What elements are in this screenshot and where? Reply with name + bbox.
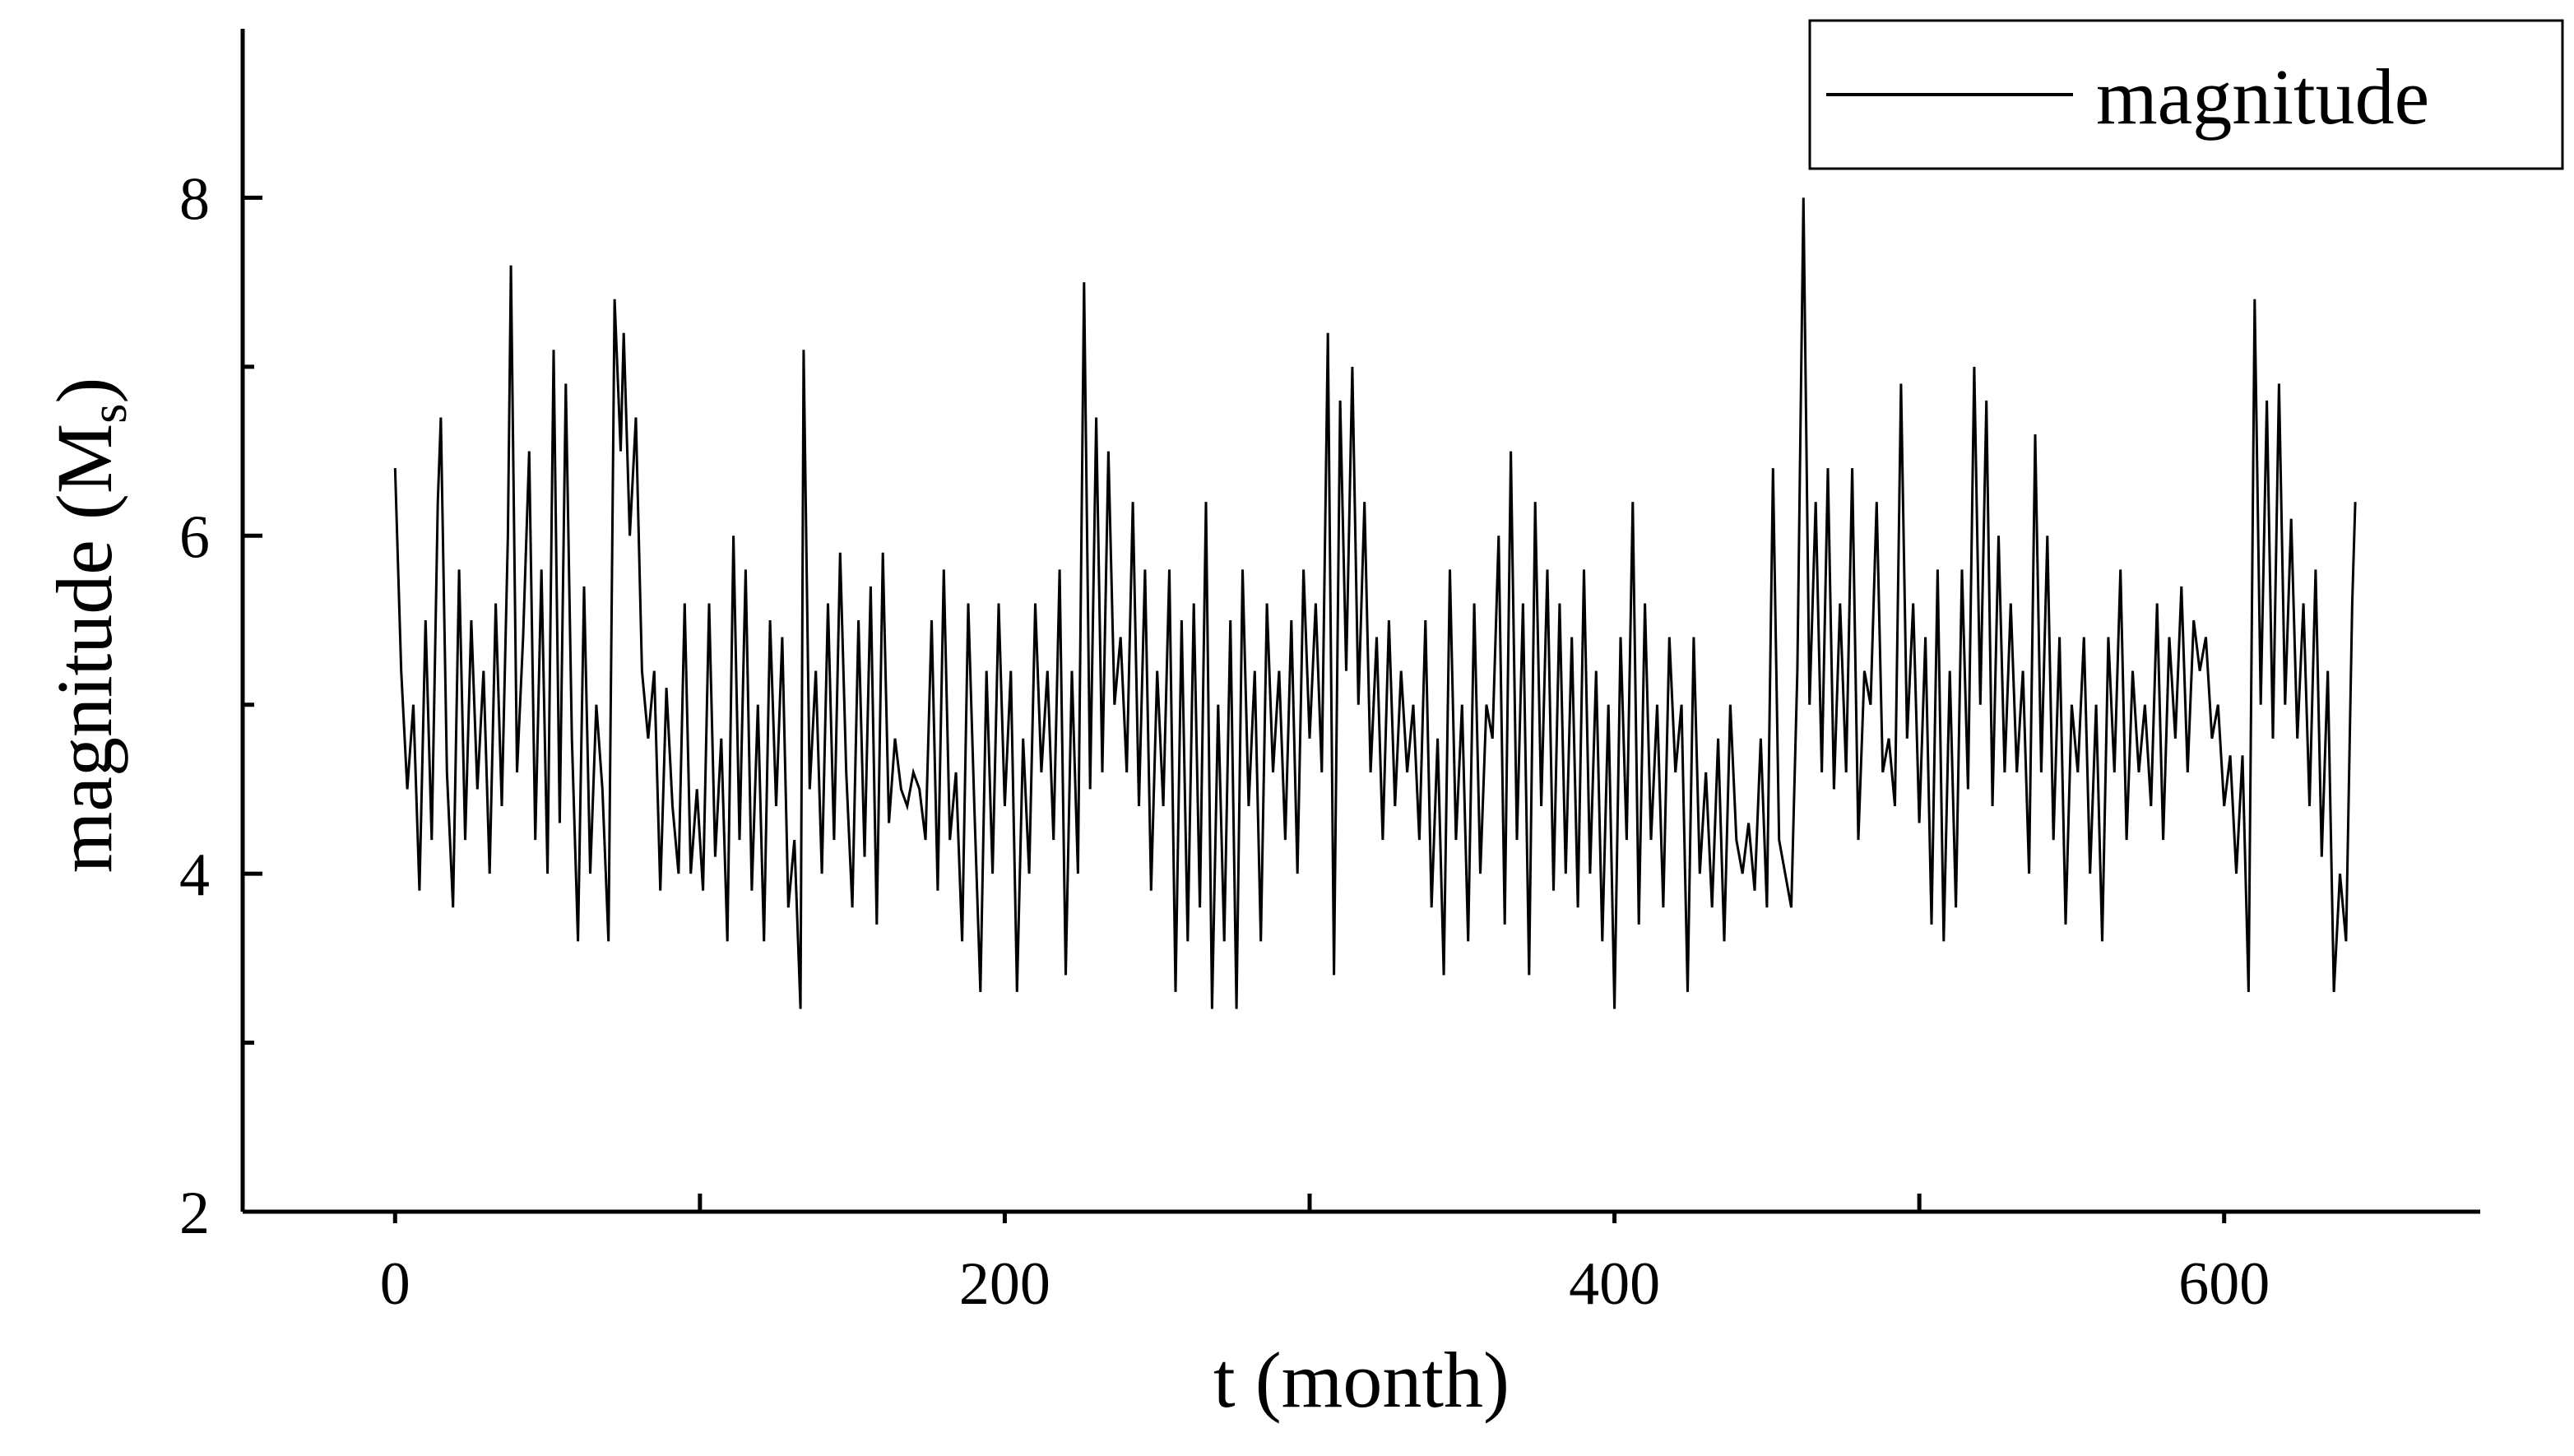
y-tick-label: 4 bbox=[179, 842, 210, 909]
y-tick-label: 2 bbox=[179, 1180, 210, 1247]
y-axis-title-subscript: s bbox=[81, 404, 137, 424]
y-tick-label: 6 bbox=[179, 503, 210, 571]
y-tick-label: 8 bbox=[179, 165, 210, 233]
x-axis: 0 200 400 600 bbox=[243, 1194, 2480, 1318]
x-tick-label: 400 bbox=[1569, 1250, 1660, 1318]
y-axis-title: magnitude (Ms) bbox=[40, 378, 137, 874]
x-tick-label: 200 bbox=[959, 1250, 1050, 1318]
y-axis-title-main: magnitude (M bbox=[40, 424, 128, 874]
legend-label-magnitude: magnitude bbox=[2096, 53, 2429, 141]
x-tick-label: 600 bbox=[2178, 1250, 2270, 1318]
x-axis-title: t (month) bbox=[1213, 1336, 1510, 1424]
magnitude-series-line bbox=[393, 197, 2357, 1009]
plot-area bbox=[393, 197, 2357, 1009]
x-tick-label: 0 bbox=[380, 1250, 410, 1318]
legend: magnitude bbox=[1808, 19, 2564, 170]
y-axis-title-close: ) bbox=[40, 378, 128, 404]
y-axis: 2 4 6 8 bbox=[179, 29, 262, 1247]
